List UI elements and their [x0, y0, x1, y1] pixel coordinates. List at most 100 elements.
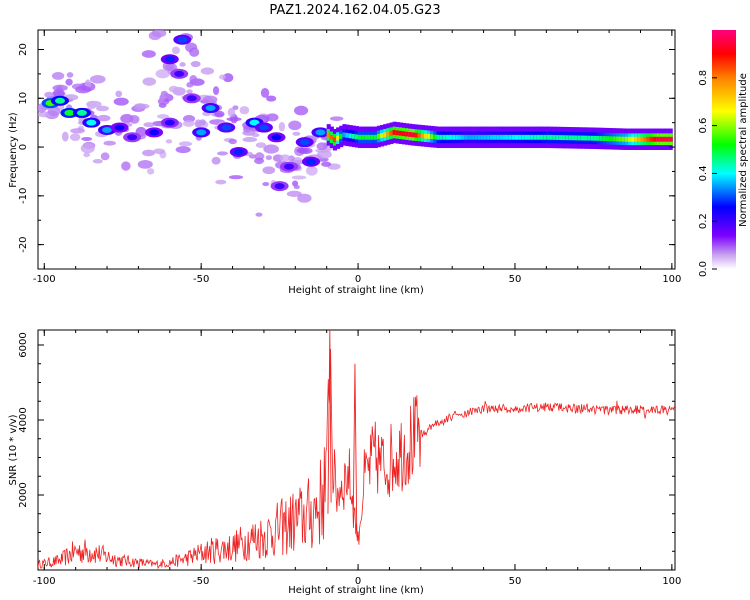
heatmap-halo-cell — [81, 136, 93, 141]
y-tick-label: -20 — [18, 236, 29, 252]
heatmap-halo-cell — [228, 138, 237, 145]
spectrogram-xlabel: Height of straight line (km) — [288, 285, 424, 296]
heatmap-ridge-core — [361, 134, 366, 140]
heatmap-ridge-core — [442, 134, 447, 140]
heatmap-blob-core — [196, 129, 207, 136]
heatmap-halo-cell — [216, 151, 229, 156]
heatmap-halo-cell — [254, 157, 265, 165]
heatmap-ridge-core — [436, 134, 441, 140]
x-tick-label: 50 — [509, 576, 522, 587]
heatmap-halo-cell — [153, 148, 165, 154]
heatmap-halo-cell — [197, 21, 209, 30]
heatmap-halo-cell — [214, 110, 225, 118]
heatmap-halo-cell — [329, 116, 344, 121]
heatmap-halo-cell — [103, 140, 116, 146]
heatmap-blob-core — [315, 129, 326, 136]
heatmap-halo-cell — [143, 122, 155, 128]
heatmap-ridge-core — [653, 136, 658, 142]
heatmap-ridge-core — [555, 135, 560, 140]
heatmap-halo-cell — [186, 82, 194, 88]
heatmap-halo-cell — [228, 175, 244, 180]
x-tick-label: 100 — [662, 274, 681, 285]
heatmap-ridge-core — [643, 136, 648, 142]
heatmap-ridge-core — [477, 134, 482, 140]
heatmap-blob-core — [284, 163, 295, 170]
heatmap-halo-cell — [293, 105, 309, 116]
spectrogram-frame — [37, 29, 676, 270]
heatmap-ridge-core — [540, 134, 545, 140]
x-tick-label: 50 — [509, 274, 522, 285]
heatmap-halo-cell — [75, 85, 92, 94]
heatmap-ridge-core — [345, 132, 350, 138]
heatmap-halo-cell — [226, 117, 242, 122]
heatmap-ridge-core — [618, 136, 623, 142]
heatmap-ridge-core — [370, 134, 375, 140]
heatmap-ridge-core — [518, 134, 523, 140]
heatmap-halo-cell — [178, 141, 193, 147]
heatmap-blob-core — [205, 105, 216, 112]
heatmap-halo-cell — [52, 84, 68, 92]
heatmap-ridge-core — [329, 134, 334, 140]
heatmap-halo-cell — [146, 168, 155, 175]
heatmap-ridge-core — [574, 135, 579, 141]
heatmap-ridge-core — [392, 129, 397, 135]
y-tick-label: 6000 — [18, 332, 29, 357]
heatmap-halo-cell — [265, 155, 273, 161]
heatmap-blob-core — [149, 129, 160, 136]
heatmap-blob-core — [299, 139, 310, 146]
heatmap-ridge-core — [565, 135, 570, 141]
heatmap-ridge-core — [621, 136, 626, 142]
heatmap-halo-cell — [157, 21, 169, 28]
heatmap-ridge-core — [395, 130, 400, 136]
heatmap-blob-core — [271, 134, 282, 141]
colorbar-tick-label: 0.2 — [698, 213, 709, 229]
snr-axes: -100 -50 0 50 100 6000 4000 2000 — [18, 330, 681, 587]
heatmap-ridge-core — [580, 135, 585, 141]
heatmap-halo-cell — [96, 105, 109, 112]
heatmap-blob-core — [306, 158, 316, 165]
x-tick-label: -50 — [193, 576, 209, 587]
heatmap-ridge-core — [358, 134, 363, 140]
heatmap-ridge-core — [464, 134, 469, 140]
heatmap-blob-core — [54, 97, 65, 104]
heatmap-halo-cell — [266, 95, 277, 102]
heatmap-halo-cell — [215, 179, 227, 185]
heatmap-ridge-core — [458, 134, 463, 140]
heatmap-halo-cell — [168, 85, 179, 93]
heatmap-halo-cell — [83, 152, 91, 158]
heatmap-blob-core — [258, 124, 269, 131]
heatmap-blob-core — [114, 124, 125, 131]
heatmap-halo-cell — [200, 67, 215, 75]
heatmap-halo-cell — [321, 161, 332, 167]
heatmap-ridge-core — [480, 134, 485, 140]
heatmap-ridge-core — [364, 134, 369, 140]
heatmap-halo-cell — [65, 78, 73, 86]
heatmap-blob-core — [274, 183, 285, 190]
colorbar-tick-label: 0.4 — [698, 165, 709, 181]
heatmap-ridge-core — [486, 134, 491, 140]
y-tick-label: 4000 — [18, 407, 29, 432]
heatmap-ridge-core — [549, 134, 554, 140]
heatmap-ridge-core — [568, 135, 573, 141]
heatmap-ridge-core — [577, 135, 582, 141]
heatmap-ridge-core — [474, 134, 479, 140]
heatmap-halo-cell — [121, 161, 131, 171]
heatmap-ridge-core — [571, 135, 576, 141]
heatmap-halo-cell — [24, 72, 33, 77]
heatmap-ridge-core — [602, 136, 607, 142]
heatmap-ridge-core — [640, 136, 645, 142]
spectrogram-heatmap — [24, 21, 673, 217]
colorbar-label: Normalized spectral amplitude — [738, 73, 749, 227]
heatmap-ridge-core — [411, 132, 416, 138]
y-tick-label: 20 — [18, 43, 29, 56]
heatmap-halo-cell — [293, 184, 300, 190]
heatmap-ridge-core — [455, 134, 460, 140]
heatmap-ridge-core — [483, 134, 488, 140]
heatmap-halo-cell — [211, 156, 221, 165]
heatmap-ridge-core — [376, 134, 381, 139]
heatmap-ridge-core — [627, 136, 632, 142]
colorbar-gradient — [712, 30, 736, 269]
